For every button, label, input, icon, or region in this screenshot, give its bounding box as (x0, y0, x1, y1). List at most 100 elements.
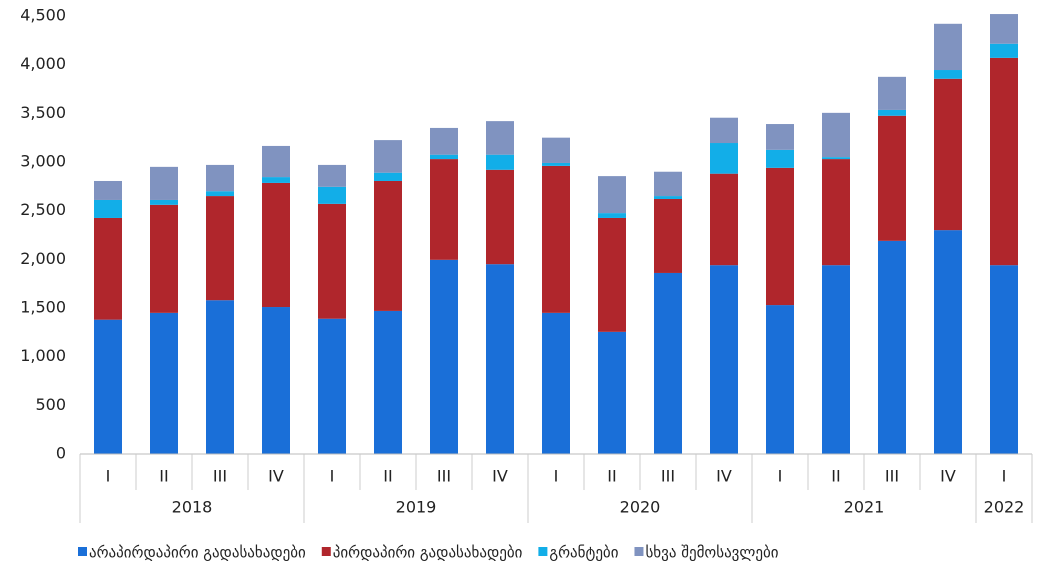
bar-segment (934, 230, 962, 454)
bar-segment (318, 186, 346, 204)
bar-segment (94, 319, 122, 454)
x-tick-label: III (437, 467, 451, 486)
x-tick-label: I (330, 467, 335, 486)
bar-segment (654, 196, 682, 199)
bar-segment (990, 57, 1018, 266)
bar-segment (430, 259, 458, 454)
bar-segment (654, 171, 682, 197)
bar-segment (878, 240, 906, 454)
y-tick-label: 4,000 (20, 54, 66, 73)
legend-swatch (634, 547, 644, 556)
bar-segment (598, 217, 626, 332)
legend-swatch (321, 547, 331, 556)
x-tick-label: III (661, 467, 675, 486)
x-tick-label: III (885, 467, 899, 486)
bar-segment (878, 115, 906, 241)
bar-segment (822, 265, 850, 454)
bar-segment (598, 176, 626, 214)
bar-segment (262, 307, 290, 454)
x-group-label: 2018 (172, 498, 213, 517)
bar-segment (150, 166, 178, 200)
y-tick-label: 2,000 (20, 249, 66, 268)
bar-segment (94, 180, 122, 200)
bar-segment (150, 312, 178, 454)
x-tick-label: III (213, 467, 227, 486)
x-group-label: 2019 (396, 498, 437, 517)
bar-segment (654, 198, 682, 273)
x-group-label: 2021 (844, 498, 885, 517)
x-group-label: 2022 (984, 498, 1025, 517)
x-tick-label: IV (940, 467, 956, 486)
x-group-label: 2020 (620, 498, 661, 517)
bar-segment (822, 112, 850, 158)
bar-segment (654, 272, 682, 454)
bar-segment (934, 70, 962, 79)
y-tick-label: 1,000 (20, 346, 66, 365)
bar-segment (822, 159, 850, 266)
legend-swatch (538, 547, 548, 556)
bar-segment (206, 300, 234, 454)
bar-segment (766, 124, 794, 150)
x-tick-label: I (106, 467, 111, 486)
y-tick-label: 2,500 (20, 200, 66, 219)
bar-segment (430, 127, 458, 155)
bar-segment (206, 191, 234, 197)
bar-segment (486, 121, 514, 155)
bar-segment (934, 23, 962, 71)
bar-segment (710, 117, 738, 144)
bar-segment (94, 199, 122, 218)
x-tick-label: I (1002, 467, 1007, 486)
x-tick-label: II (607, 467, 616, 486)
x-tick-label: IV (268, 467, 284, 486)
bar-segment (150, 204, 178, 313)
legend-label: გრანტები (549, 544, 618, 562)
x-tick-label: II (383, 467, 392, 486)
bar-segment (934, 78, 962, 231)
legend-swatch (78, 547, 87, 556)
x-tick-label: I (554, 467, 559, 486)
legend-label: არაპირდაპირი გადასახადები (89, 544, 306, 562)
bar-segment (990, 265, 1018, 454)
bar-segment (990, 43, 1018, 58)
bar-segment (710, 143, 738, 174)
x-tick-label: IV (492, 467, 508, 486)
bar-segment (542, 312, 570, 454)
bar-segment (262, 145, 290, 178)
y-tick-label: 500 (35, 395, 66, 414)
bar-segment (262, 182, 290, 308)
y-tick-label: 3,500 (20, 103, 66, 122)
bar-segment (766, 305, 794, 454)
bar-segment (430, 154, 458, 160)
bar-segment (486, 154, 514, 170)
y-tick-label: 3,000 (20, 152, 66, 171)
bar-segment (710, 173, 738, 266)
bar-segment (990, 14, 1018, 44)
bar-segment (150, 199, 178, 205)
bar-segment (542, 137, 570, 163)
legend-label: სხვა შემოსავლები (645, 544, 778, 562)
bar-segment (710, 265, 738, 454)
y-tick-label: 4,500 (20, 6, 66, 25)
x-tick-label: IV (716, 467, 732, 486)
bar-segment (318, 203, 346, 319)
x-tick-label: II (159, 467, 168, 486)
y-tick-label: 1,500 (20, 298, 66, 317)
bar-segment (486, 264, 514, 454)
bar-segment (374, 140, 402, 173)
bar-segment (598, 213, 626, 218)
bar-segment (430, 159, 458, 260)
bar-segment (374, 180, 402, 311)
bar-segment (94, 217, 122, 320)
bar-segment (542, 162, 570, 166)
x-tick-label: II (831, 467, 840, 486)
bar-segment (822, 157, 850, 160)
bar-segment (318, 164, 346, 187)
bar-segment (878, 76, 906, 110)
bar-segment (766, 149, 794, 168)
y-tick-label: 0 (56, 444, 66, 463)
bar-segment (206, 164, 234, 192)
bar-segment (318, 318, 346, 454)
bar-segment (598, 331, 626, 454)
legend-label: პირდაპირი გადასახადები (333, 544, 523, 562)
